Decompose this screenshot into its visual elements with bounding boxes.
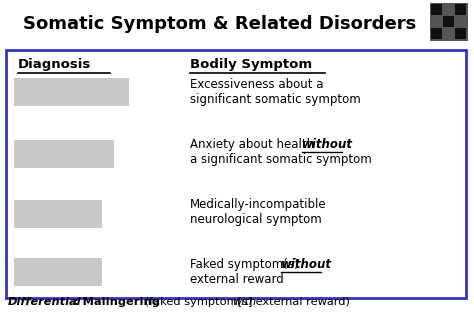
- Text: Bodily Symptom: Bodily Symptom: [190, 58, 312, 71]
- Text: neurological symptom: neurological symptom: [190, 213, 322, 226]
- Text: without: without: [302, 138, 353, 151]
- Bar: [455, 4, 466, 15]
- Bar: [14, 200, 102, 228]
- Text: Differential: Differential: [8, 297, 82, 307]
- Bar: [14, 258, 102, 286]
- Bar: [6, 50, 466, 298]
- Text: Medically-incompatible: Medically-incompatible: [190, 198, 327, 211]
- Bar: [455, 28, 466, 39]
- Bar: [430, 3, 468, 41]
- Text: without: without: [281, 258, 332, 271]
- Text: external reward): external reward): [252, 297, 350, 307]
- Text: : Malingering: : Malingering: [73, 297, 159, 307]
- Bar: [443, 16, 454, 27]
- Text: Excessiveness about a: Excessiveness about a: [190, 78, 323, 91]
- Text: (faked symptom[s]: (faked symptom[s]: [141, 297, 256, 307]
- Text: external reward: external reward: [190, 273, 284, 286]
- Text: Diagnosis: Diagnosis: [18, 58, 91, 71]
- Text: with: with: [232, 297, 256, 307]
- Text: a significant somatic symptom: a significant somatic symptom: [190, 153, 372, 166]
- Text: Anxiety about health: Anxiety about health: [190, 138, 318, 151]
- Text: Faked symptom(s): Faked symptom(s): [190, 258, 302, 271]
- Bar: [431, 4, 442, 15]
- Bar: [14, 140, 114, 168]
- Bar: [14, 78, 129, 106]
- Text: significant somatic symptom: significant somatic symptom: [190, 93, 361, 106]
- Text: Somatic Symptom & Related Disorders: Somatic Symptom & Related Disorders: [23, 15, 417, 33]
- Bar: [431, 28, 442, 39]
